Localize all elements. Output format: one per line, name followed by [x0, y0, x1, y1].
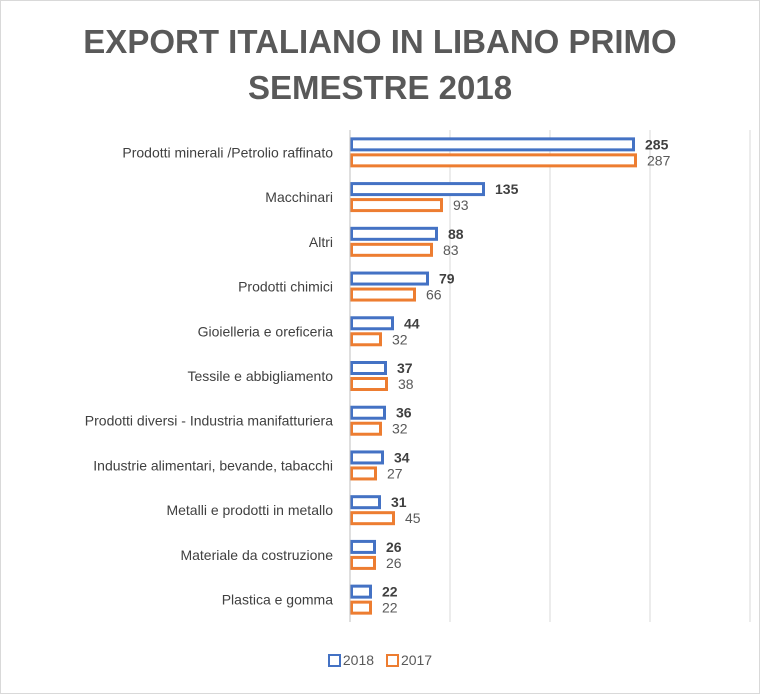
bar-2018 — [350, 584, 372, 599]
data-label-2017: 22 — [382, 600, 398, 616]
bar-2017 — [350, 421, 382, 436]
bar-2018 — [350, 182, 485, 197]
data-label-2017: 287 — [647, 152, 671, 168]
legend-label-2018: 2018 — [342, 652, 375, 668]
bar-2018 — [350, 495, 381, 510]
data-label-2018: 135 — [495, 181, 519, 197]
bar-2017 — [350, 555, 376, 570]
chart-legend: 2018 2017 — [0, 652, 760, 670]
bar-2017 — [350, 242, 433, 257]
bar-2017 — [350, 600, 372, 615]
data-label-2017: 27 — [387, 465, 403, 481]
data-label-2017: 45 — [405, 510, 421, 526]
data-label-2018: 22 — [382, 584, 398, 600]
bar-2017 — [350, 153, 637, 168]
bar-2017 — [350, 511, 395, 526]
legend-item-2017[interactable]: 2017 — [385, 652, 433, 668]
data-label-2018: 88 — [448, 226, 464, 242]
data-label-2018: 79 — [439, 271, 455, 287]
data-label-2017: 93 — [453, 197, 469, 213]
legend-swatch-2018 — [327, 653, 341, 667]
data-label-2017: 66 — [426, 287, 442, 303]
data-label-2017: 32 — [392, 331, 408, 347]
data-label-2017: 38 — [398, 376, 414, 392]
data-label-2017: 83 — [443, 242, 459, 258]
category-label: Plastica e gomma — [222, 592, 333, 608]
data-label-2018: 44 — [404, 315, 420, 331]
bar-2017 — [350, 287, 416, 302]
category-label: Prodotti minerali /Petrolio raffinato — [122, 144, 333, 160]
category-label: Industrie alimentari, bevande, tabacchi — [93, 457, 333, 473]
chart-title-line-1: EXPORT ITALIANO IN LIBANO PRIMO — [83, 23, 677, 60]
bar-2018 — [350, 316, 394, 331]
legend-label-2017: 2017 — [400, 652, 433, 668]
bar-2018 — [350, 405, 386, 420]
category-label: Metalli e prodotti in metallo — [166, 502, 333, 518]
data-label-2018: 26 — [386, 539, 402, 555]
category-label: Tessile e abbigliamento — [187, 368, 333, 384]
bar-2017 — [350, 377, 388, 391]
data-label-2018: 34 — [394, 449, 410, 465]
category-label: Prodotti chimici — [238, 279, 333, 295]
data-label-2018: 36 — [396, 405, 412, 421]
data-label-2018: 285 — [645, 136, 669, 152]
bar-2018 — [350, 539, 376, 554]
data-label-2018: 37 — [397, 360, 413, 376]
data-label-2018: 31 — [391, 494, 407, 510]
chart-title-line-2: SEMESTRE 2018 — [247, 69, 513, 106]
data-label-2017: 26 — [386, 555, 402, 571]
category-label: Altri — [309, 234, 333, 250]
bar-2018 — [350, 226, 438, 241]
category-label: Macchinari — [265, 189, 333, 205]
data-label-2017: 32 — [392, 421, 408, 437]
legend-swatch-2017 — [385, 653, 399, 667]
category-label: Gioielleria e oreficeria — [198, 323, 334, 339]
bar-2017 — [350, 466, 377, 481]
legend-item-2018[interactable]: 2018 — [327, 652, 375, 668]
bar-2017 — [350, 332, 382, 347]
bar-2018 — [350, 361, 387, 375]
bar-2018 — [350, 271, 429, 286]
bar-2018 — [350, 137, 635, 152]
bar-2018 — [350, 450, 384, 465]
category-label: Materiale da costruzione — [180, 547, 333, 563]
bar-2017 — [350, 198, 443, 213]
category-label: Prodotti diversi - Industria manifatturi… — [85, 413, 333, 429]
